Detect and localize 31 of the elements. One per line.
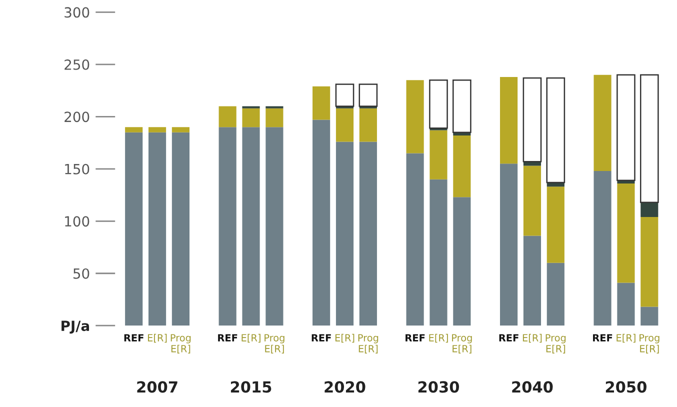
text: 2007: [137, 381, 178, 393]
y-tick-label: 50: [73, 268, 90, 279]
y-tick-label: PJ/a: [62, 320, 89, 334]
x-tick-label: Prog E[R]: [640, 334, 660, 354]
x-tick-label: REF: [312, 334, 331, 342]
x-tick-label: E[R]: [522, 334, 542, 343]
text: 2020: [324, 381, 366, 393]
x-tick-label: E[R]: [242, 334, 260, 343]
x-tick-label: Prog E[R]: [452, 334, 472, 354]
x-tick-label: REF: [124, 334, 144, 342]
y-tick-label: 100: [65, 216, 90, 227]
x-tick-label: REF: [218, 334, 238, 342]
text: 2050: [606, 381, 646, 393]
x-tick-label: E[R]: [148, 334, 167, 343]
x-tick-label: Prog E[R]: [358, 334, 378, 354]
x-tick-label: E[R]: [335, 334, 354, 343]
x-tick-label: REF: [593, 334, 612, 342]
x-tick-label: E[R]: [616, 334, 636, 343]
x-tick-label: Prog E[R]: [546, 334, 566, 354]
text: 2030: [418, 381, 460, 393]
y-tick-label: 250: [64, 59, 90, 70]
y-tick-label: 200: [64, 112, 90, 122]
x-tick-label: Prog E[R]: [170, 334, 191, 354]
x-tick-label: E[R]: [429, 334, 448, 343]
text: 2040: [512, 381, 553, 393]
y-tick-label: 300: [64, 7, 90, 18]
y-tick-label: 150: [65, 164, 90, 174]
x-tick-label: Prog E[R]: [264, 334, 284, 354]
x-tick-label: REF: [499, 334, 518, 342]
x-tick-label: REF: [406, 334, 425, 342]
text: 2015: [230, 381, 272, 393]
